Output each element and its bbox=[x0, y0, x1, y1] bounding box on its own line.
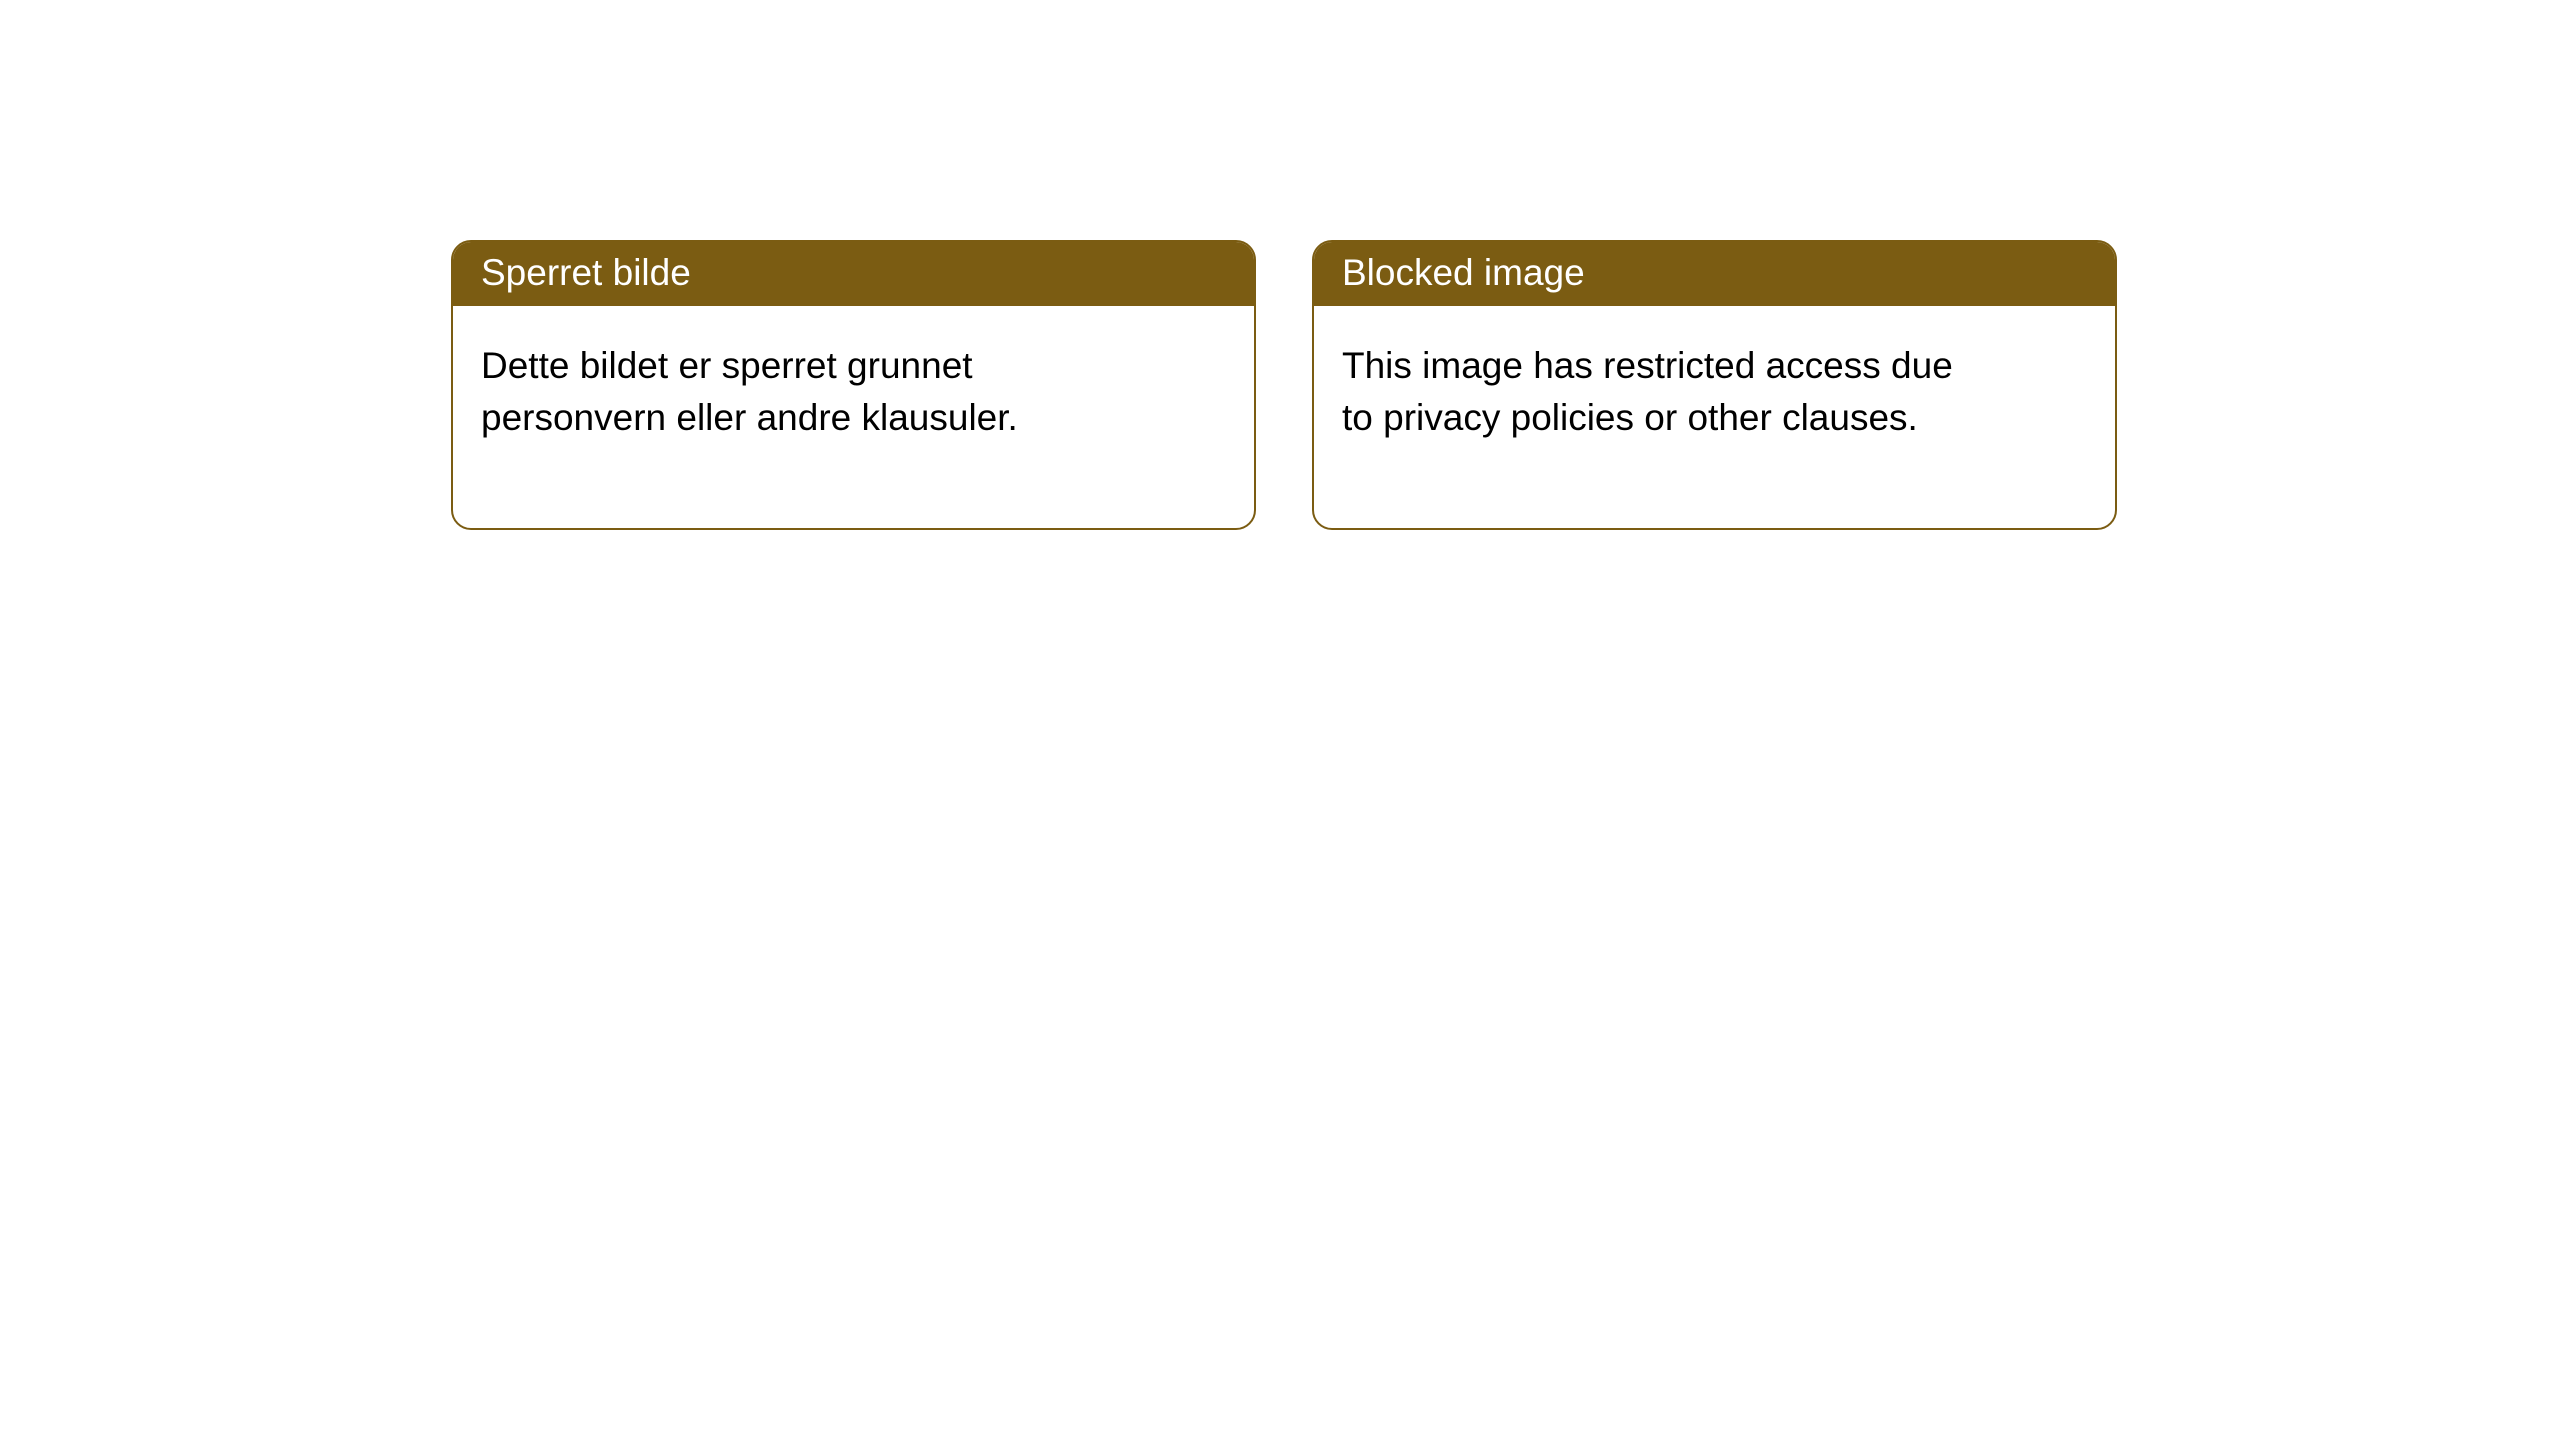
notice-title: Sperret bilde bbox=[481, 252, 691, 293]
notice-message: Dette bildet er sperret grunnet personve… bbox=[481, 345, 1018, 438]
notice-body: This image has restricted access due to … bbox=[1314, 306, 2014, 528]
notice-message: This image has restricted access due to … bbox=[1342, 345, 1953, 438]
notice-title: Blocked image bbox=[1342, 252, 1585, 293]
notice-container: Sperret bilde Dette bildet er sperret gr… bbox=[0, 0, 2560, 530]
notice-body: Dette bildet er sperret grunnet personve… bbox=[453, 306, 1153, 528]
notice-header: Blocked image bbox=[1314, 242, 2115, 306]
notice-header: Sperret bilde bbox=[453, 242, 1254, 306]
notice-card-norwegian: Sperret bilde Dette bildet er sperret gr… bbox=[451, 240, 1256, 530]
notice-card-english: Blocked image This image has restricted … bbox=[1312, 240, 2117, 530]
